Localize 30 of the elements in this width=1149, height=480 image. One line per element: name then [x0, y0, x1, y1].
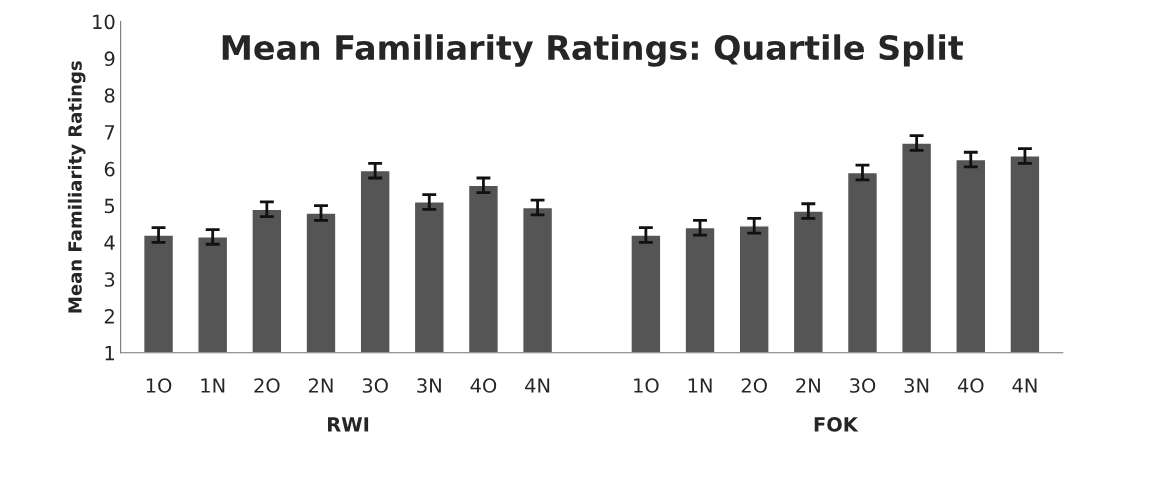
x-tick-label: 4O: [957, 378, 984, 393]
x-tick-label: 3O: [850, 378, 876, 393]
y-tick-label: 7: [105, 125, 115, 140]
x-tick-label: 1N: [201, 378, 225, 393]
y-tick-label: 3: [104, 272, 115, 287]
x-tick-label: 1N: [688, 378, 712, 393]
x-tick-label: 3O: [362, 378, 388, 393]
y-tick-label: 4: [104, 235, 115, 250]
x-tick-label: 2O: [741, 378, 767, 393]
x-tick-label: 4N: [525, 378, 550, 393]
y-tick-label: 8: [104, 88, 115, 103]
x-tick-label: 1O: [146, 378, 172, 393]
x-tick-label: 3N: [904, 378, 929, 393]
x-tick-label: 4O: [470, 378, 497, 393]
y-tick-label: 6: [104, 161, 115, 177]
x-tick-label: 3N: [417, 378, 441, 393]
y-tick-label: 2: [104, 308, 114, 324]
text: FOK: [814, 417, 859, 432]
y-tick-label: 10: [93, 14, 115, 30]
x-tick-label: 2O: [254, 378, 280, 393]
y-tick-label: 9: [104, 51, 115, 67]
x-tick-label: 4N: [1012, 378, 1037, 393]
y-tick-label: 1: [105, 346, 114, 361]
y-axis-title: Mean Familiarity Ratings: [67, 61, 86, 313]
x-tick-label: 2N: [796, 378, 820, 393]
chart-title: Mean Familiarity Ratings: Quartile Split: [222, 34, 964, 67]
x-tick-label: 1O: [634, 378, 659, 393]
x-tick-label: 2N: [308, 378, 333, 393]
text: RWI: [328, 417, 369, 432]
y-tick-label: 5: [104, 198, 115, 214]
